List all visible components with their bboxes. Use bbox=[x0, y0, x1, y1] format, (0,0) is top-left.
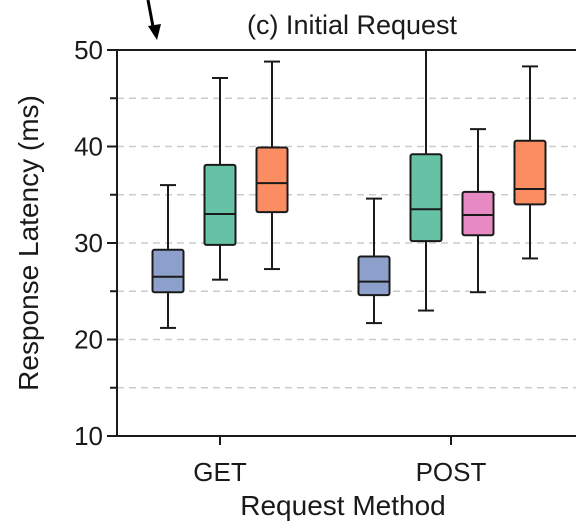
y-tick-label: 40 bbox=[74, 132, 103, 162]
x-axis-label: Request Method bbox=[240, 490, 445, 521]
box-get-2 bbox=[255, 60, 289, 271]
iqr-box bbox=[461, 190, 495, 237]
box-series bbox=[151, 50, 547, 329]
box-get-1 bbox=[203, 76, 237, 281]
y-tick-label: 10 bbox=[74, 421, 103, 451]
y-axis-label: Response Latency (ms) bbox=[13, 95, 44, 391]
iqr-box bbox=[409, 153, 443, 243]
iqr-box bbox=[357, 255, 391, 297]
box-get-0 bbox=[151, 184, 185, 329]
iqr-box bbox=[513, 139, 547, 206]
box-post-3 bbox=[513, 65, 547, 260]
iqr-box bbox=[255, 146, 289, 214]
box-post-1 bbox=[409, 50, 443, 312]
y-tick-label: 20 bbox=[74, 325, 103, 355]
y-tick-label: 50 bbox=[74, 35, 103, 65]
arrow-icon bbox=[146, 0, 161, 40]
iqr-box bbox=[203, 163, 237, 246]
y-ticks: 10 20 30 40 50 bbox=[74, 35, 117, 451]
box-post-0 bbox=[357, 197, 391, 325]
y-tick-label: 30 bbox=[74, 228, 103, 258]
x-tick-label: GET bbox=[193, 457, 247, 487]
box-post-2 bbox=[461, 128, 495, 294]
chart-title: (c) Initial Request bbox=[247, 10, 458, 40]
x-ticks: GET POST bbox=[193, 436, 487, 487]
iqr-box bbox=[151, 248, 185, 294]
gridlines bbox=[117, 97, 576, 389]
x-tick-label: POST bbox=[416, 457, 487, 487]
